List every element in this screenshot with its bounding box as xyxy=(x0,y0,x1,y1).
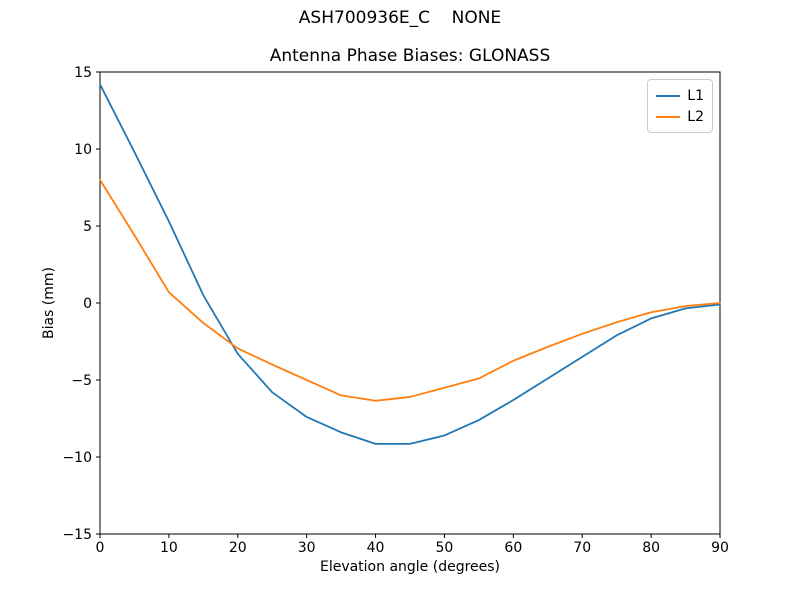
y-axis-label: Bias (mm) xyxy=(41,266,57,340)
x-tick-label: 80 xyxy=(642,540,660,556)
series-line-l2 xyxy=(99,178,721,402)
y-tick-label: 5 xyxy=(83,219,92,235)
x-axis-label: Elevation angle (degrees) xyxy=(319,559,501,575)
x-tick-label: 60 xyxy=(504,540,522,556)
y-tick-label: −5 xyxy=(71,373,92,389)
x-tick-label: 30 xyxy=(298,540,316,556)
l1-line-swatch xyxy=(656,94,681,97)
y-tick-label: 10 xyxy=(74,142,92,158)
axes-frame xyxy=(99,71,721,535)
axes-title: Antenna Phase Biases: GLONASS xyxy=(269,46,551,66)
x-tick-label: 0 xyxy=(96,540,105,556)
y-tick-label: −10 xyxy=(62,450,92,466)
x-tick-label: 70 xyxy=(573,540,591,556)
x-tick-label: 50 xyxy=(436,540,454,556)
x-tick-label: 40 xyxy=(367,540,385,556)
x-tick-label: 90 xyxy=(711,540,729,556)
legend-item-l2: L2 xyxy=(656,106,704,127)
legend: L1 L2 xyxy=(647,79,713,133)
series-line-l1 xyxy=(99,83,721,445)
legend-label-l2: L2 xyxy=(687,108,704,125)
y-tick-label: 0 xyxy=(83,296,92,312)
figure-suptitle: ASH700936E_C NONE xyxy=(298,8,502,28)
l2-line-swatch xyxy=(656,115,681,118)
x-tick-label: 10 xyxy=(160,540,178,556)
y-tick-label: −15 xyxy=(62,527,92,543)
legend-label-l1: L1 xyxy=(687,87,704,104)
y-tick-label: 15 xyxy=(74,65,92,81)
legend-item-l1: L1 xyxy=(656,85,704,106)
x-tick-label: 20 xyxy=(229,540,247,556)
